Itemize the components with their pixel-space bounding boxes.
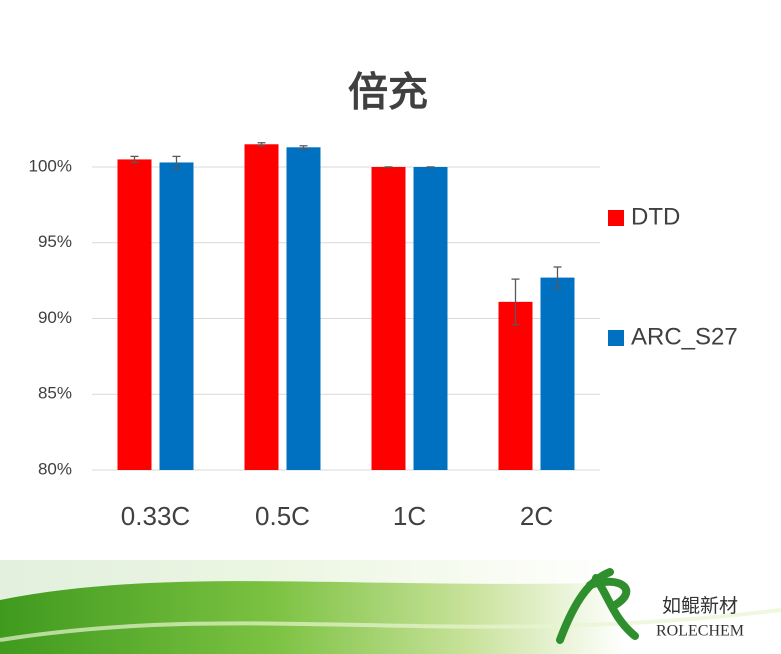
legend-swatch [608, 210, 624, 226]
footer-stripe [0, 608, 781, 642]
chart-title: 倍充 [348, 71, 428, 115]
y-tick-label: 85% [38, 384, 72, 403]
error-bar [172, 155, 181, 170]
error-bar [130, 155, 139, 164]
bar [159, 162, 194, 470]
bar [244, 144, 279, 470]
bar [117, 159, 152, 471]
legend-label: ARC_S27 [631, 323, 738, 350]
y-tick-label: 90% [38, 308, 72, 327]
error-bar [299, 145, 308, 150]
legend-label: DTD [631, 203, 680, 230]
bar [540, 277, 575, 470]
bar [413, 167, 448, 470]
y-tick-label: 100% [29, 156, 72, 175]
y-tick-label: 95% [38, 232, 72, 251]
error-bar [257, 142, 266, 147]
x-tick-label: 1C [393, 501, 426, 531]
error-bar [511, 278, 520, 326]
x-tick-label: 0.33C [121, 501, 190, 531]
y-tick-label: 80% [38, 459, 72, 478]
x-tick-label: 0.5C [255, 501, 310, 531]
bar [371, 167, 406, 470]
brand-cn: 如鲲新材 [662, 595, 738, 617]
brand-en: ROLECHEM [656, 623, 744, 640]
footer-wave [0, 560, 781, 600]
footer: 如鲲新材 ROLECHEM [0, 560, 781, 654]
bar [286, 147, 321, 470]
legend-swatch [608, 330, 624, 346]
bar [498, 301, 533, 470]
error-bar [553, 266, 562, 289]
logo-mark [556, 568, 639, 644]
x-tick-label: 2C [520, 501, 553, 531]
